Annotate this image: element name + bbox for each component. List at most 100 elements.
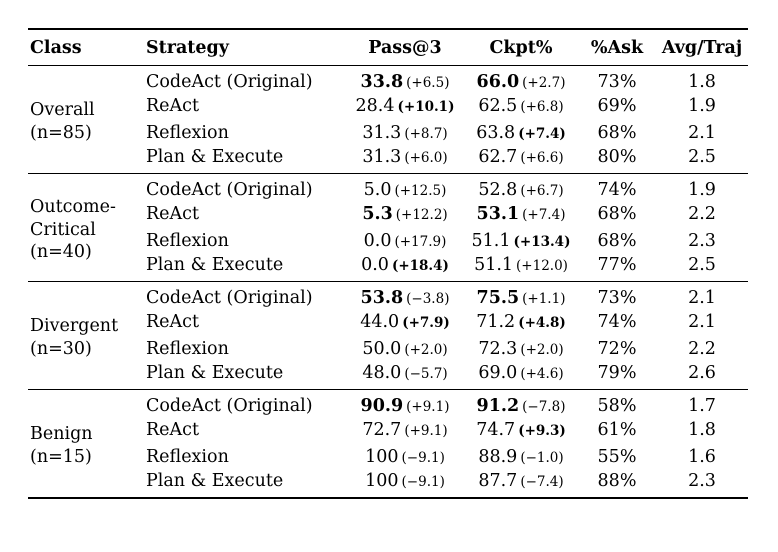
strategy-cell: Reflexion — [146, 231, 229, 251]
pass3-cell: 5.3 (+12.2) — [346, 201, 464, 228]
ckpt-delta: (+7.4) — [522, 207, 566, 223]
header-ckpt: Ckpt% — [489, 38, 553, 58]
strategy-cell: Plan & Execute — [146, 255, 284, 276]
strategy-cell: Reflexion — [146, 123, 229, 143]
ask-cell: 58% — [597, 395, 637, 416]
ckpt-delta: (+9.3) — [518, 423, 566, 439]
ask-cell: 73% — [597, 71, 637, 92]
ask-cell: 73% — [597, 287, 637, 308]
ckpt-cell: 74.7 (+9.3) — [464, 417, 578, 444]
pass3-delta: (+6.5) — [406, 74, 450, 91]
pass3-value: 0.0 — [363, 231, 392, 251]
strategy-cell: CodeAct (Original) — [146, 71, 313, 92]
strategy-cell: ReAct — [146, 204, 200, 224]
pass3-value: 28.4 — [355, 96, 395, 116]
avg-traj-cell: 1.9 — [688, 179, 716, 200]
ask-cell: 80% — [597, 147, 637, 168]
class-label-benign: Benign (n=15) — [30, 424, 93, 467]
avg-traj-cell: 2.2 — [688, 339, 716, 359]
class-label-divergent: Divergent (n=30) — [30, 316, 119, 359]
header-ask: %Ask — [590, 38, 644, 58]
ckpt-delta: (+4.6) — [520, 366, 564, 383]
ckpt-value: 51.1 — [471, 231, 511, 251]
avg-traj-cell: 2.6 — [688, 363, 716, 384]
ckpt-delta: (+4.8) — [518, 315, 566, 331]
ckpt-value: 62.7 — [478, 147, 518, 168]
table-row: ReAct 28.4 (+10.1) 62.5 (+6.8) 69% 1.9 — [28, 93, 748, 120]
ckpt-delta: (−1.0) — [520, 450, 564, 466]
pass3-delta: (−9.1) — [401, 450, 445, 466]
ckpt-cell: 53.1 (+7.4) — [464, 201, 578, 228]
table-row: Reflexion 31.3 (+8.7) 63.8 (+7.4) 68% 2.1 — [28, 120, 748, 147]
results-table: Class Strategy Pass@3 Ckpt% %Ask Avg/Tra… — [28, 28, 748, 499]
ckpt-delta: (+6.8) — [520, 99, 564, 115]
pass3-delta: (−5.7) — [404, 366, 448, 383]
header-strategy: Strategy — [146, 38, 229, 58]
pass3-value: 100 — [365, 447, 399, 467]
pass3-value: 0.0 — [361, 255, 389, 276]
ckpt-delta: (+2.0) — [520, 342, 564, 358]
class-label-outcome-critical: Outcome- Critical (n=40) — [30, 196, 116, 263]
ckpt-cell: 87.7 (−7.4) — [464, 471, 578, 498]
ckpt-delta: (−7.8) — [522, 398, 566, 415]
ckpt-value: 51.1 — [474, 255, 514, 276]
strategy-cell: ReAct — [146, 420, 200, 440]
table-row: Plan & Execute 31.3 (+6.0) 62.7 (+6.6) 80% 2.5 — [28, 147, 748, 174]
pass3-delta: (+9.1) — [406, 398, 450, 415]
pass3-value: 44.0 — [360, 312, 400, 332]
avg-traj-cell: 2.3 — [688, 471, 716, 491]
ask-cell: 61% — [597, 420, 637, 440]
ask-cell: 72% — [597, 339, 637, 359]
pass3-cell: 28.4 (+10.1) — [346, 93, 464, 120]
ask-cell: 69% — [597, 96, 637, 116]
ckpt-value: 63.8 — [476, 123, 516, 143]
strategy-cell: Plan & Execute — [146, 147, 284, 168]
table-row: Divergent (n=30) CodeAct (Original) 53.8 (−3… — [28, 282, 748, 359]
ckpt-value: 72.3 — [478, 339, 518, 359]
header-class: Class — [30, 38, 82, 58]
ckpt-cell: 69.0 (+4.6) — [464, 363, 578, 390]
group-outcome-critical: Outcome- Critical (n=40) CodeAct (Original)… — [28, 173, 748, 282]
pass3-cell: 0.0 (+18.4) — [346, 255, 464, 282]
ckpt-delta: (−7.4) — [520, 474, 564, 490]
avg-traj-cell: 2.2 — [688, 204, 716, 224]
table-row: Benign (n=15) CodeAct (Original) 90.9 (+9.1)… — [28, 390, 748, 467]
header-avg-traj: Avg/Traj — [661, 38, 743, 58]
avg-traj-cell: 2.3 — [688, 231, 716, 251]
header-pass3: Pass@3 — [368, 38, 442, 58]
ckpt-cell: 52.8 (+6.7) — [464, 174, 578, 201]
pass3-delta: (+12.2) — [395, 207, 448, 223]
ckpt-cell: 62.5 (+6.8) — [464, 93, 578, 120]
pass3-value: 31.3 — [362, 123, 402, 143]
ask-cell: 68% — [597, 123, 637, 143]
strategy-cell: Reflexion — [146, 447, 229, 467]
pass3-value: 48.0 — [362, 363, 402, 384]
ckpt-cell: 66.0 (+2.7) — [464, 66, 578, 93]
ckpt-value: 87.7 — [478, 471, 518, 491]
pass3-delta: (−3.8) — [406, 290, 450, 307]
ask-cell: 68% — [597, 231, 637, 251]
pass3-cell: 50.0 (+2.0) — [346, 336, 464, 363]
strategy-cell: ReAct — [146, 96, 200, 116]
ask-cell: 74% — [597, 179, 637, 200]
table-row: Overall (n=85) CodeAct (Original) 33.8 (+6.5… — [28, 66, 748, 143]
ckpt-cell: 51.1 (+13.4) — [464, 228, 578, 255]
ckpt-delta: (+6.7) — [520, 182, 564, 199]
pass3-cell: 5.0 (+12.5) — [346, 174, 464, 201]
pass3-value: 33.8 — [360, 71, 404, 92]
ckpt-delta: (+2.7) — [522, 74, 566, 91]
avg-traj-cell: 2.1 — [688, 123, 716, 143]
pass3-cell: 31.3 (+6.0) — [346, 147, 464, 174]
ask-cell: 68% — [597, 204, 637, 224]
table-row: ReAct 5.3 (+12.2) 53.1 (+7.4) 68% 2.2 — [28, 201, 748, 228]
ask-cell: 79% — [597, 363, 637, 384]
avg-traj-cell: 1.6 — [688, 447, 716, 467]
ckpt-delta: (+12.0) — [516, 258, 568, 275]
pass3-value: 5.3 — [362, 204, 393, 224]
ckpt-cell: 71.2 (+4.8) — [464, 309, 578, 336]
pass3-delta: (+8.7) — [404, 126, 448, 142]
table-row: Reflexion 0.0 (+17.9) 51.1 (+13.4) 68% 2.3 — [28, 228, 748, 255]
table-row: Reflexion 100 (−9.1) 88.9 (−1.0) 55% 1.6 — [28, 444, 748, 471]
table-row: Plan & Execute 0.0 (+18.4) 51.1 (+12.0) 77% 2.… — [28, 255, 748, 282]
